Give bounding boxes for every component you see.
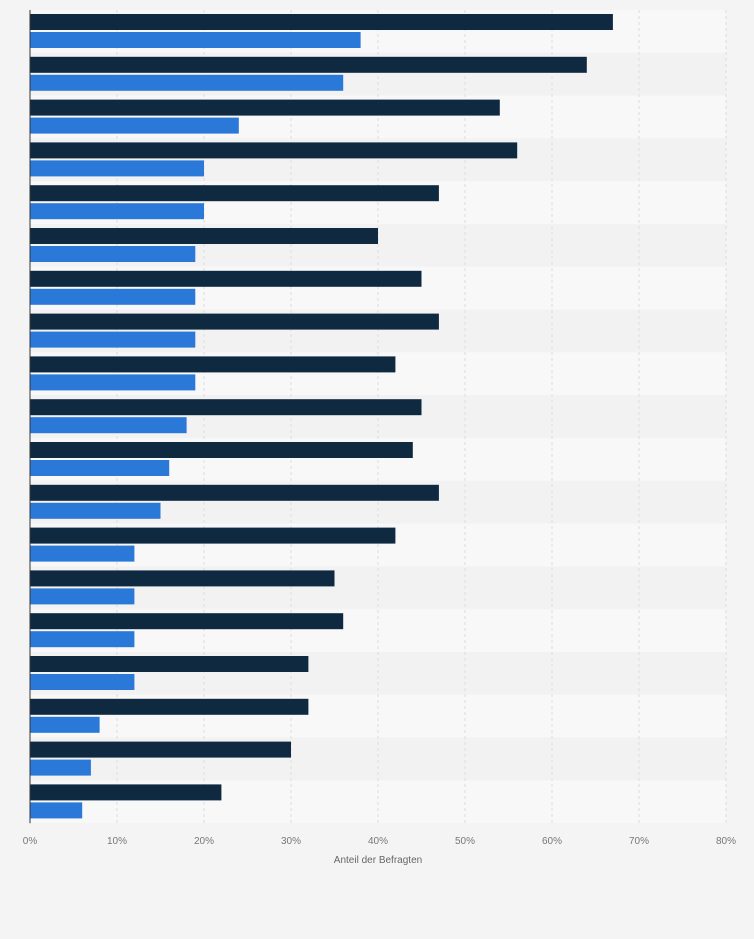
bar-series-2 <box>30 674 135 690</box>
bar-series-2 <box>30 588 135 605</box>
bar-series-1 <box>30 484 439 501</box>
bar-series-1 <box>30 228 378 244</box>
x-tick-label: 80% <box>716 836 736 847</box>
bar-series-1 <box>30 698 309 715</box>
bar-series-2 <box>30 288 196 305</box>
x-tick-label: 10% <box>107 836 127 847</box>
bar-series-1 <box>30 399 422 416</box>
x-axis-title: Anteil der Befragten <box>334 855 422 866</box>
bar-series-2 <box>30 460 170 476</box>
x-tick-label: 40% <box>368 836 388 847</box>
bar-series-2 <box>30 117 239 134</box>
bar-series-2 <box>30 374 196 391</box>
bar-series-2 <box>30 32 361 48</box>
bar-series-2 <box>30 545 135 562</box>
x-axis-ticks: 0% 10% 20% 30% 40% 50% 60% 70% 80% <box>23 836 736 847</box>
bar-series-1 <box>30 185 439 202</box>
bar-series-1 <box>30 656 309 672</box>
x-tick-label: 30% <box>281 836 301 847</box>
bar-series-1 <box>30 313 439 330</box>
bar-series-1 <box>30 99 500 116</box>
bar-series-2 <box>30 716 100 733</box>
bar-series-2 <box>30 759 91 776</box>
bar-series-1 <box>30 56 587 73</box>
x-tick-label: 70% <box>629 836 649 847</box>
bar-series-2 <box>30 417 187 434</box>
bar-series-1 <box>30 570 335 587</box>
bar-series-1 <box>30 741 291 758</box>
bar-series-1 <box>30 270 422 287</box>
bars <box>30 14 613 819</box>
bar-series-1 <box>30 784 222 801</box>
bar-series-2 <box>30 331 196 348</box>
x-tick-label: 0% <box>23 836 38 847</box>
x-tick-label: 60% <box>542 836 562 847</box>
bar-series-1 <box>30 613 344 630</box>
bar-series-2 <box>30 631 135 648</box>
bar-series-1 <box>30 527 396 544</box>
x-tick-label: 20% <box>194 836 214 847</box>
bar-series-2 <box>30 502 161 519</box>
bar-series-1 <box>30 356 396 373</box>
bar-series-1 <box>30 442 413 458</box>
bar-series-2 <box>30 74 344 91</box>
bar-series-1 <box>30 142 518 159</box>
bar-series-2 <box>30 246 196 262</box>
x-tick-label: 50% <box>455 836 475 847</box>
bar-series-2 <box>30 160 204 177</box>
bar-series-2 <box>30 802 83 819</box>
bar-series-1 <box>30 14 613 30</box>
bar-series-2 <box>30 203 204 220</box>
